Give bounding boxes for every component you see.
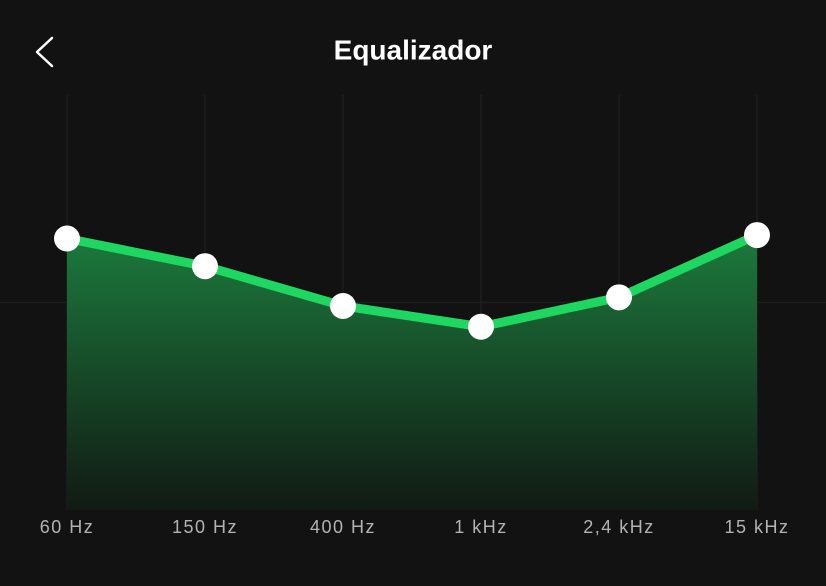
x-tick-label: 150 Hz: [172, 517, 238, 537]
area: [67, 235, 757, 510]
x-tick-label: 15 kHz: [724, 517, 789, 537]
eq-handle[interactable]: [606, 284, 632, 311]
x-tick-label: 1 kHz: [454, 517, 508, 537]
x-tick-label: 2,4 kHz: [583, 517, 655, 537]
eq-line: [66, 230, 759, 332]
screen-title: Equalizador: [334, 34, 493, 65]
eq-handle[interactable]: [330, 292, 356, 319]
plot: 60 Hz 150 Hz 400 Hz 1 kHz 2,4 kHz 15 kHz: [0, 95, 826, 537]
eq-handle[interactable]: [192, 253, 218, 280]
eq-handle[interactable]: [744, 222, 770, 249]
back-button[interactable]: [35, 36, 54, 68]
x-tick-label: 400 Hz: [310, 517, 376, 537]
x-tick-label: 60 Hz: [40, 517, 95, 537]
eq-handle[interactable]: [468, 313, 494, 340]
eq-handle[interactable]: [54, 225, 80, 252]
